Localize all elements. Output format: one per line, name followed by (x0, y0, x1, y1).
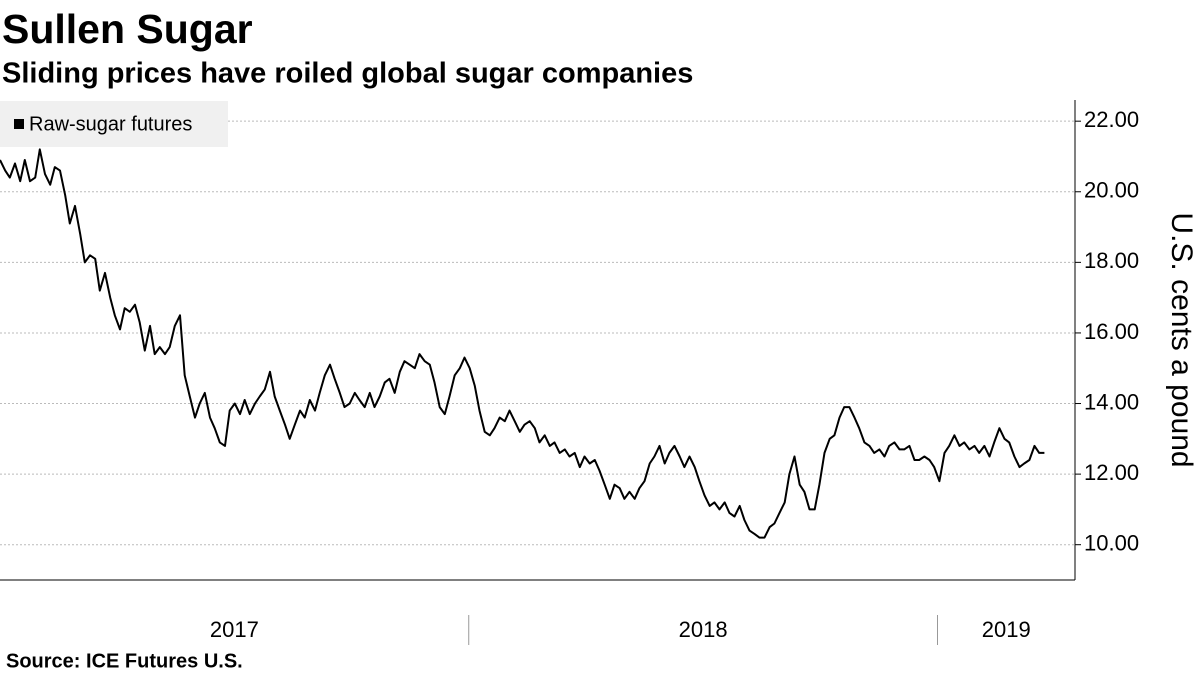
y-tick-label: 14.00 (1084, 389, 1139, 414)
chart-title: Sullen Sugar (2, 6, 253, 52)
y-tick-label: 22.00 (1084, 107, 1139, 132)
y-tick-label: 16.00 (1084, 319, 1139, 344)
chart-subtitle: Sliding prices have roiled global sugar … (2, 58, 693, 90)
y-tick-label: 18.00 (1084, 248, 1139, 273)
x-tick-label: 2019 (982, 617, 1031, 642)
price-line (0, 148, 1045, 539)
y-tick-label: 10.00 (1084, 531, 1139, 556)
y-axis-title: U.S. cents a pound (1165, 212, 1198, 467)
x-tick-label: 2018 (679, 617, 728, 642)
source: Source: ICE Futures U.S. (6, 650, 243, 672)
legend-label: Raw-sugar futures (29, 113, 192, 135)
y-tick-label: 12.00 (1084, 460, 1139, 485)
legend-box (0, 101, 228, 147)
y-tick-label: 20.00 (1084, 178, 1139, 203)
legend-swatch (14, 119, 24, 129)
x-tick-label: 2017 (210, 617, 259, 642)
